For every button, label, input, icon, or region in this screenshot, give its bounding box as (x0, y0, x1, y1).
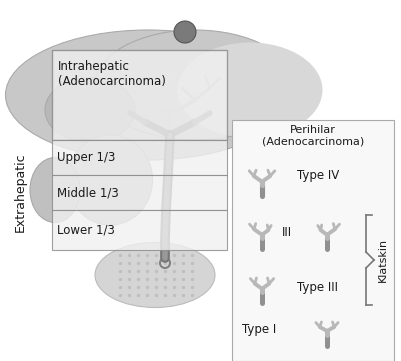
Ellipse shape (177, 43, 322, 138)
Ellipse shape (95, 243, 215, 308)
FancyBboxPatch shape (52, 50, 227, 140)
FancyBboxPatch shape (52, 175, 227, 210)
Text: Perihilar
(Adenocarcinoma): Perihilar (Adenocarcinoma) (261, 125, 363, 147)
FancyBboxPatch shape (52, 140, 227, 175)
FancyBboxPatch shape (52, 210, 227, 250)
Text: Intrahepatic
(Adenocarcinoma): Intrahepatic (Adenocarcinoma) (58, 60, 166, 88)
Ellipse shape (30, 157, 80, 222)
Text: Type IV: Type IV (296, 169, 338, 182)
Ellipse shape (6, 30, 290, 160)
Ellipse shape (67, 135, 152, 225)
Text: Lower 1/3: Lower 1/3 (57, 223, 115, 236)
Ellipse shape (95, 30, 294, 140)
Text: Klatskin: Klatskin (377, 238, 387, 282)
Circle shape (174, 21, 196, 43)
Text: Extrahepatic: Extrahepatic (14, 152, 26, 232)
Text: Type III: Type III (296, 280, 337, 293)
Text: III: III (281, 226, 292, 239)
Text: Upper 1/3: Upper 1/3 (57, 151, 115, 164)
Text: Middle 1/3: Middle 1/3 (57, 186, 118, 199)
Text: Type I: Type I (241, 323, 275, 336)
FancyBboxPatch shape (231, 120, 393, 361)
Ellipse shape (45, 78, 135, 143)
